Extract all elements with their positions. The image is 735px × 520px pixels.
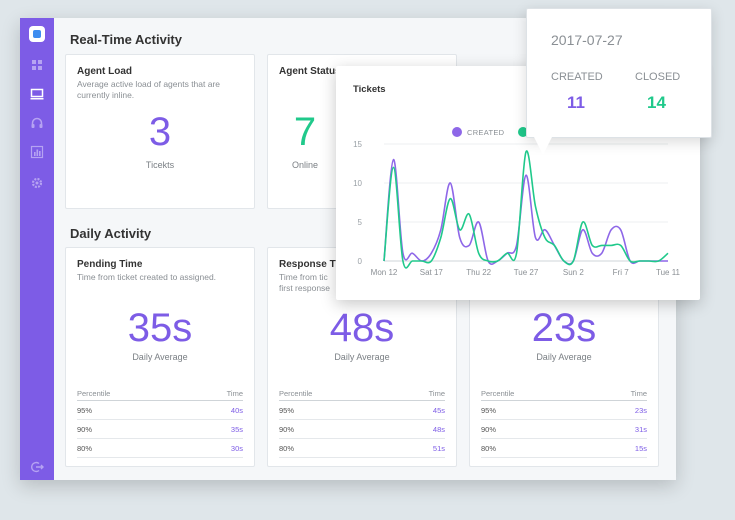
y-tick-label: 10 [353, 179, 362, 188]
tooltip-created-label: CREATED [551, 71, 603, 83]
apps-icon[interactable] [30, 58, 44, 72]
tooltip-closed-label: CLOSED [635, 71, 681, 83]
response-desc-line1: Time from tic [279, 272, 328, 282]
resolution-value: 23s [531, 306, 597, 350]
agent-status-title: Agent Status [279, 66, 341, 77]
agent-load-value: 3 [148, 110, 172, 154]
legend-created-label: CREATED [467, 127, 505, 137]
legend-created-dot [452, 127, 462, 137]
response-title: Response Ti [279, 259, 339, 270]
y-tick-label: 5 [358, 218, 363, 227]
chart-icon[interactable] [30, 145, 44, 159]
table-row: 95% 40s [77, 401, 243, 420]
pending-percentile-table: Percentile Time 95% 40s 90% 35s 80% 30s [77, 386, 243, 458]
response-value: 48s [329, 306, 395, 350]
legend-created[interactable]: CREATED [452, 127, 504, 137]
sidebar [20, 18, 54, 480]
monitor-icon[interactable] [30, 87, 44, 101]
chart-title: Tickets [353, 84, 386, 95]
resolution-percentile-table: Percentile Time 95% 23s 90% 31s 80% 15s [481, 386, 647, 458]
x-tick-label: Sat 17 [420, 268, 444, 277]
x-tick-label: Mon 12 [371, 268, 398, 277]
headset-icon[interactable] [30, 116, 44, 130]
response-desc-line2: first response [279, 283, 331, 293]
settings-icon[interactable] [30, 176, 44, 190]
daily-title: Daily Activity [70, 226, 152, 241]
table-header: Percentile Time [481, 386, 647, 401]
realtime-title: Real-Time Activity [70, 32, 182, 47]
tooltip-date: 2017-07-27 [551, 32, 623, 48]
series-line-created [383, 158, 668, 265]
table-row: 90% 48s [279, 420, 445, 439]
table-header: Percentile Time [77, 386, 243, 401]
response-sub: Daily Average [334, 352, 390, 362]
tickets-line-chart[interactable]: 0 5 10 15 Mon 12 Sat 17 Thu 22 Tue 27 Sun 2 Fri 7… [336, 66, 700, 300]
x-tick-label: Fri 7 [613, 268, 630, 277]
x-tick-label: Tue 11 [656, 268, 681, 277]
logo-icon[interactable] [29, 26, 45, 42]
pending-sub: Daily Average [132, 352, 188, 362]
table-header: Percentile Time [279, 386, 445, 401]
tooltip-created-value: 11 [567, 93, 585, 112]
table-row: 90% 35s [77, 420, 243, 439]
table-row: 95% 45s [279, 401, 445, 420]
agent-load-desc: Average active load of agents that are c… [77, 79, 221, 100]
pending-value: 35s [127, 306, 193, 350]
agent-status-sub: Online [291, 160, 318, 170]
table-row: 80% 15s [481, 439, 647, 458]
y-tick-label: 0 [358, 257, 363, 266]
x-tick-label: Thu 22 [466, 268, 491, 277]
response-percentile-table: Percentile Time 95% 45s 90% 48s 80% 51s [279, 386, 445, 458]
resolution-sub: Daily Average [536, 352, 592, 362]
logout-icon[interactable] [30, 460, 44, 474]
table-row: 80% 30s [77, 439, 243, 458]
table-row: 95% 23s [481, 401, 647, 420]
y-tick-label: 15 [353, 140, 362, 149]
chart-tooltip: 2017-07-27 CREATED CLOSED 11 14 [526, 8, 712, 138]
legend-closed-dot [518, 127, 528, 137]
agent-status-value: 7 [293, 110, 317, 154]
x-tick-label: Sun 2 [563, 268, 584, 277]
table-row: 90% 31s [481, 420, 647, 439]
agent-load-title: Agent Load [77, 66, 132, 77]
pending-time-card: Pending Time Time from ticket created to… [65, 247, 255, 467]
pending-desc: Time from ticket created to assigned. [77, 272, 217, 282]
tooltip-closed-value: 14 [647, 93, 666, 112]
tooltip-arrow [534, 137, 552, 155]
x-tick-label: Tue 27 [514, 268, 539, 277]
series-line-closed [383, 150, 669, 269]
table-row: 80% 51s [279, 439, 445, 458]
agent-load-card: Agent Load Average active load of agents… [65, 54, 255, 209]
agent-load-sub: Ticekts [145, 160, 175, 170]
legend-closed[interactable] [518, 127, 533, 137]
pending-title: Pending Time [77, 259, 143, 270]
